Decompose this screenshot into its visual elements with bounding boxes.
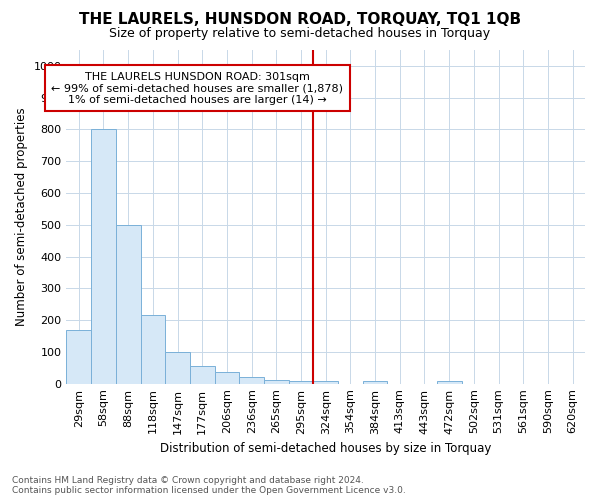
- X-axis label: Distribution of semi-detached houses by size in Torquay: Distribution of semi-detached houses by …: [160, 442, 491, 455]
- Bar: [437, 380, 461, 384]
- Text: THE LAURELS HUNSDON ROAD: 301sqm
← 99% of semi-detached houses are smaller (1,87: THE LAURELS HUNSDON ROAD: 301sqm ← 99% o…: [51, 72, 343, 104]
- Text: THE LAURELS, HUNSDON ROAD, TORQUAY, TQ1 1QB: THE LAURELS, HUNSDON ROAD, TORQUAY, TQ1 …: [79, 12, 521, 28]
- Bar: [289, 380, 313, 384]
- Bar: [363, 380, 388, 384]
- Bar: [67, 330, 91, 384]
- Bar: [264, 380, 289, 384]
- Bar: [91, 130, 116, 384]
- Bar: [140, 316, 165, 384]
- Text: Contains HM Land Registry data © Crown copyright and database right 2024.
Contai: Contains HM Land Registry data © Crown c…: [12, 476, 406, 495]
- Bar: [239, 378, 264, 384]
- Bar: [313, 380, 338, 384]
- Bar: [165, 352, 190, 384]
- Bar: [190, 366, 215, 384]
- Bar: [116, 225, 140, 384]
- Text: Size of property relative to semi-detached houses in Torquay: Size of property relative to semi-detach…: [109, 28, 491, 40]
- Y-axis label: Number of semi-detached properties: Number of semi-detached properties: [15, 108, 28, 326]
- Bar: [215, 372, 239, 384]
